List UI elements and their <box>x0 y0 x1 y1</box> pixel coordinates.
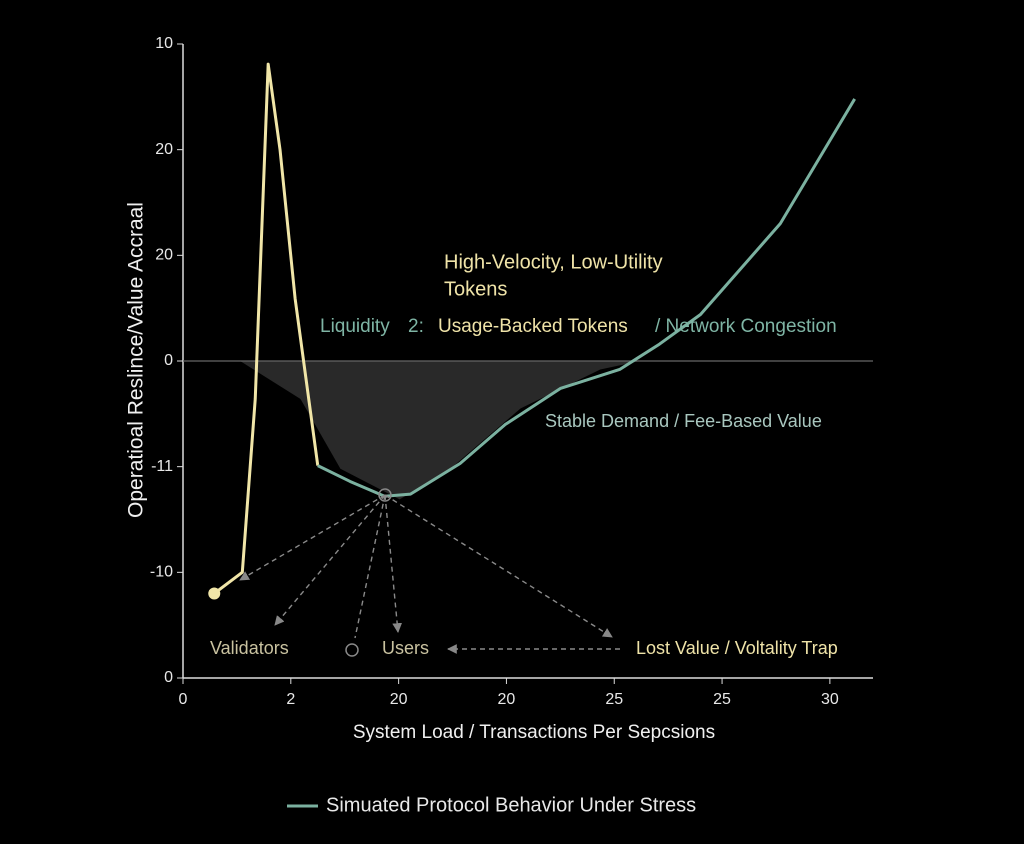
y-tick-label: 20 <box>155 141 173 158</box>
annotation: Validators <box>210 638 289 658</box>
y-axis-label: Operatioal Reslince/Value Accraal <box>125 202 148 518</box>
y-tick-label: -11 <box>151 458 173 475</box>
annotation: Tokens <box>444 278 507 300</box>
arrow <box>354 494 386 639</box>
x-tick-label: 20 <box>498 691 516 708</box>
start-point <box>208 587 221 600</box>
annotation-arrows <box>239 494 620 654</box>
x-tick-label: 0 <box>179 691 188 708</box>
y-tick-label: -10 <box>150 564 173 581</box>
y-tick-label: 20 <box>155 247 173 264</box>
x-axis-label: System Load / Transactions Per Sepcsions <box>353 722 715 743</box>
annotation: Liquidity <box>320 316 390 337</box>
x-tick-label: 25 <box>605 691 623 708</box>
x-tick-label: 20 <box>390 691 408 708</box>
users-icon <box>345 643 359 657</box>
annotation: Usage-Backed Tokens <box>438 316 628 337</box>
shaded-area <box>240 361 641 500</box>
arrow <box>384 494 403 633</box>
arrow <box>274 494 386 626</box>
y-tick-label: 10 <box>155 35 173 52</box>
annotation: High-Velocity, Low-Utility <box>444 251 663 273</box>
x-tick-label: 2 <box>286 691 295 708</box>
annotation: Users <box>382 638 429 658</box>
x-tick-label: 30 <box>821 691 839 708</box>
y-tick-label: 0 <box>164 669 173 686</box>
focus-ring <box>378 488 392 502</box>
annotation: 2: <box>408 316 424 337</box>
annotation: / Network Congestion <box>655 316 837 337</box>
legend-label: Simuated Protocol Behavior Under Stress <box>326 794 696 816</box>
x-tick-label: 25 <box>713 691 731 708</box>
annotation: Stable Demand / Fee-Based Value <box>545 411 822 431</box>
annotation: Lost Value / Voltality Trap <box>636 638 838 658</box>
y-tick-label: 0 <box>164 352 173 369</box>
arrow <box>239 494 386 581</box>
